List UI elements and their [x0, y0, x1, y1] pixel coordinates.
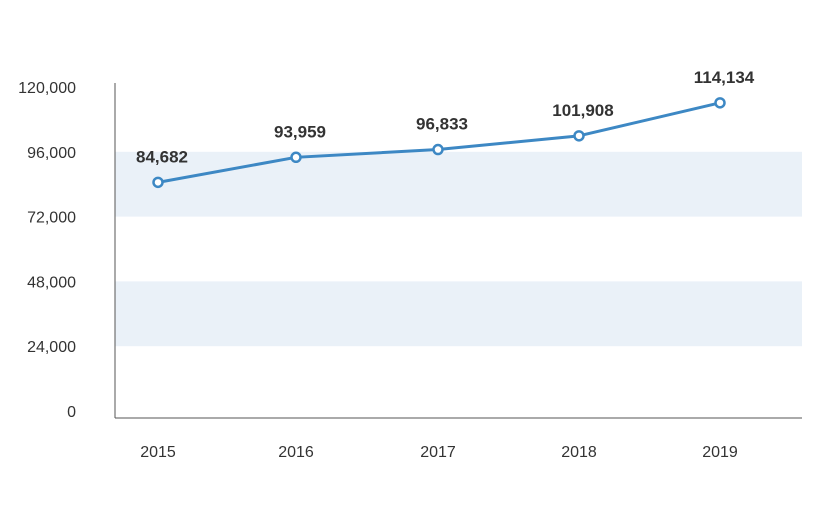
x-tick-label: 2018: [561, 444, 597, 461]
data-label: 114,134: [694, 68, 755, 87]
y-tick-label: 48,000: [27, 274, 76, 291]
x-axis-tick-labels: 2015 2016 2017 2018 2019: [140, 444, 738, 461]
data-point: [290, 151, 302, 164]
axes: [114, 83, 802, 419]
data-point: [432, 143, 444, 156]
data-label: 96,833: [416, 115, 468, 134]
data-points: [152, 97, 726, 189]
data-point: [714, 97, 726, 109]
data-point: [152, 176, 164, 189]
data-labels: 84,682 93,959 96,833 101,908 114,134: [136, 68, 755, 167]
y-tick-label: 96,000: [27, 145, 76, 162]
x-tick-label: 2015: [140, 444, 176, 461]
data-label: 101,908: [552, 101, 613, 120]
grid-band: [115, 281, 802, 347]
data-point: [573, 130, 585, 142]
x-tick-label: 2019: [702, 444, 738, 461]
data-label: 84,682: [136, 147, 188, 166]
y-tick-label: 72,000: [27, 210, 76, 227]
y-tick-label: 0: [67, 404, 76, 421]
grid-band: [115, 151, 802, 217]
y-tick-label: 24,000: [27, 339, 76, 356]
x-tick-label: 2016: [278, 444, 314, 461]
data-label: 93,959: [274, 122, 326, 141]
y-axis-tick-labels: 0 24,000 48,000 72,000 96,000 120,000: [18, 80, 76, 421]
grid-bands: [115, 151, 802, 347]
y-tick-label: 120,000: [18, 80, 76, 97]
x-tick-label: 2017: [420, 444, 456, 461]
